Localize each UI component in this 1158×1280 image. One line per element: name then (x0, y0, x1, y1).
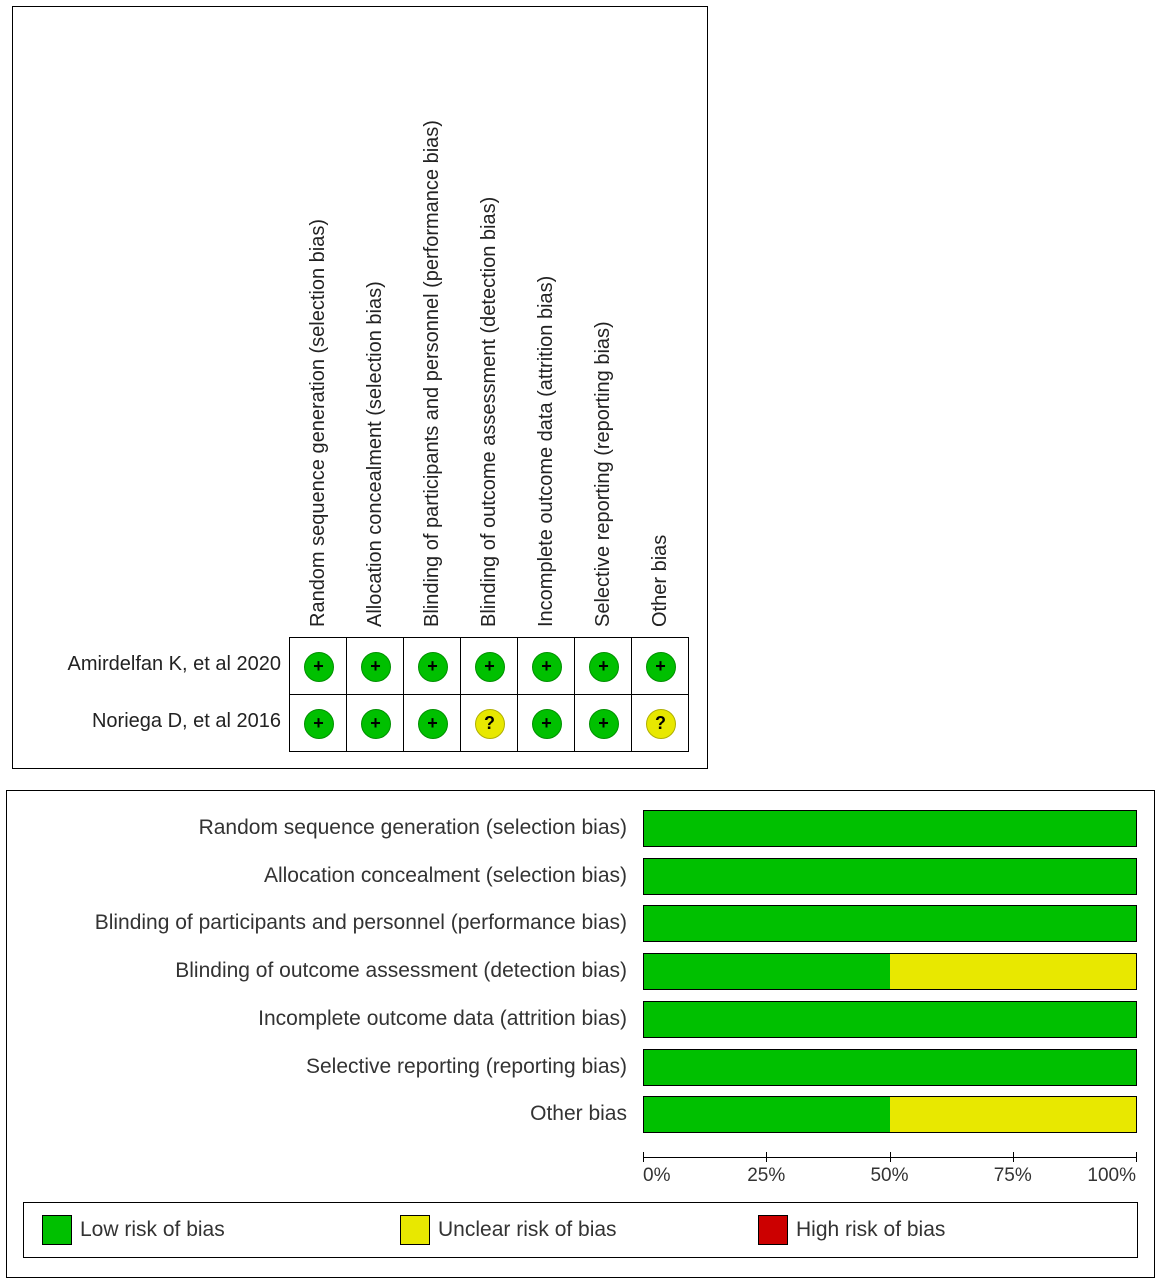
bar-label: Incomplete outcome data (attrition bias) (258, 1006, 627, 1030)
bar (643, 1096, 1137, 1134)
bar-label: Selective reporting (reporting bias) (306, 1054, 627, 1078)
risk-low-icon: + (360, 651, 391, 682)
bar (643, 905, 1137, 943)
risk-low-icon: + (588, 708, 619, 739)
bar (643, 857, 1137, 895)
risk-unclear-icon: ? (474, 708, 505, 739)
column-header: Blinding of participants and personnel (… (420, 120, 443, 627)
risk-low-icon: + (303, 651, 334, 682)
axis-tick-label: 75% (993, 1165, 1032, 1186)
bar-segment-low (644, 906, 1136, 942)
bar-label: Other bias (530, 1102, 627, 1126)
bar-segment-low (644, 1049, 1136, 1085)
bar-segment-unclear (890, 954, 1136, 990)
risk-low-icon: + (417, 708, 448, 739)
legend-item-unclear: Unclear risk of bias (400, 1215, 617, 1245)
bar (643, 953, 1137, 991)
column-header: Blinding of outcome assessment (detectio… (477, 196, 500, 627)
axis-tick-label: 25% (747, 1165, 786, 1186)
legend-item-high: High risk of bias (758, 1215, 945, 1245)
study-label: Amirdelfan K, et al 2020 (67, 653, 281, 675)
column-header: Random sequence generation (selection bi… (306, 218, 329, 627)
risk-of-bias-summary: Random sequence generation (selection bi… (12, 6, 708, 769)
bar-segment-low (644, 1001, 1136, 1037)
legend: Low risk of bias Unclear risk of bias High… (23, 1202, 1138, 1258)
axis-tick (1012, 1152, 1014, 1162)
study-label: Noriega D, et al 2016 (91, 710, 281, 732)
risk-low-icon: + (474, 651, 505, 682)
axis-tick (1136, 1152, 1137, 1162)
column-header: Incomplete outcome data (attrition bias) (534, 275, 557, 627)
risk-low-icon: + (360, 708, 391, 739)
column-header: Allocation concealment (selection bias) (363, 281, 386, 627)
axis-tick (643, 1152, 644, 1162)
risk-low-icon: + (531, 651, 562, 682)
legend-item-low: Low risk of bias (42, 1215, 225, 1245)
bar-segment-low (644, 858, 1136, 894)
legend-swatch (400, 1215, 430, 1245)
axis-tick (889, 1152, 891, 1162)
risk-of-bias-graph: Random sequence generation (selection bi… (6, 790, 1155, 1278)
risk-low-icon: + (645, 651, 676, 682)
bar-segment-low (644, 811, 1136, 846)
risk-low-icon: + (303, 708, 334, 739)
legend-label: High risk of bias (796, 1218, 946, 1241)
column-header: Selective reporting (reporting bias) (591, 321, 614, 627)
axis-tick-label: 50% (870, 1165, 909, 1186)
axis-tick-label: 0% (643, 1165, 671, 1186)
bar-label: Blinding of outcome assessment (detectio… (175, 959, 627, 983)
risk-low-icon: + (531, 708, 562, 739)
bar-label: Random sequence generation (selection bi… (198, 816, 627, 839)
bar (643, 1048, 1137, 1086)
legend-swatch (758, 1215, 788, 1245)
bar (643, 1000, 1137, 1038)
bar-segment-low (644, 954, 890, 990)
axis-tick (766, 1152, 768, 1162)
risk-unclear-icon: ? (645, 708, 676, 739)
bar-label: Allocation concealment (selection bias) (263, 863, 627, 887)
bar-segment-unclear (890, 1097, 1136, 1133)
legend-label: Low risk of bias (80, 1218, 225, 1241)
risk-low-icon: + (417, 651, 448, 682)
bar-label: Blinding of participants and personnel (… (94, 911, 627, 935)
legend-label: Unclear risk of bias (438, 1218, 617, 1241)
risk-low-icon: + (588, 651, 619, 682)
grid-cell (631, 694, 689, 752)
bar-segment-low (644, 1097, 890, 1133)
legend-swatch (42, 1215, 72, 1245)
axis-tick-label: 100% (1087, 1165, 1136, 1186)
column-header: Other bias (648, 534, 671, 627)
bar (643, 810, 1137, 847)
